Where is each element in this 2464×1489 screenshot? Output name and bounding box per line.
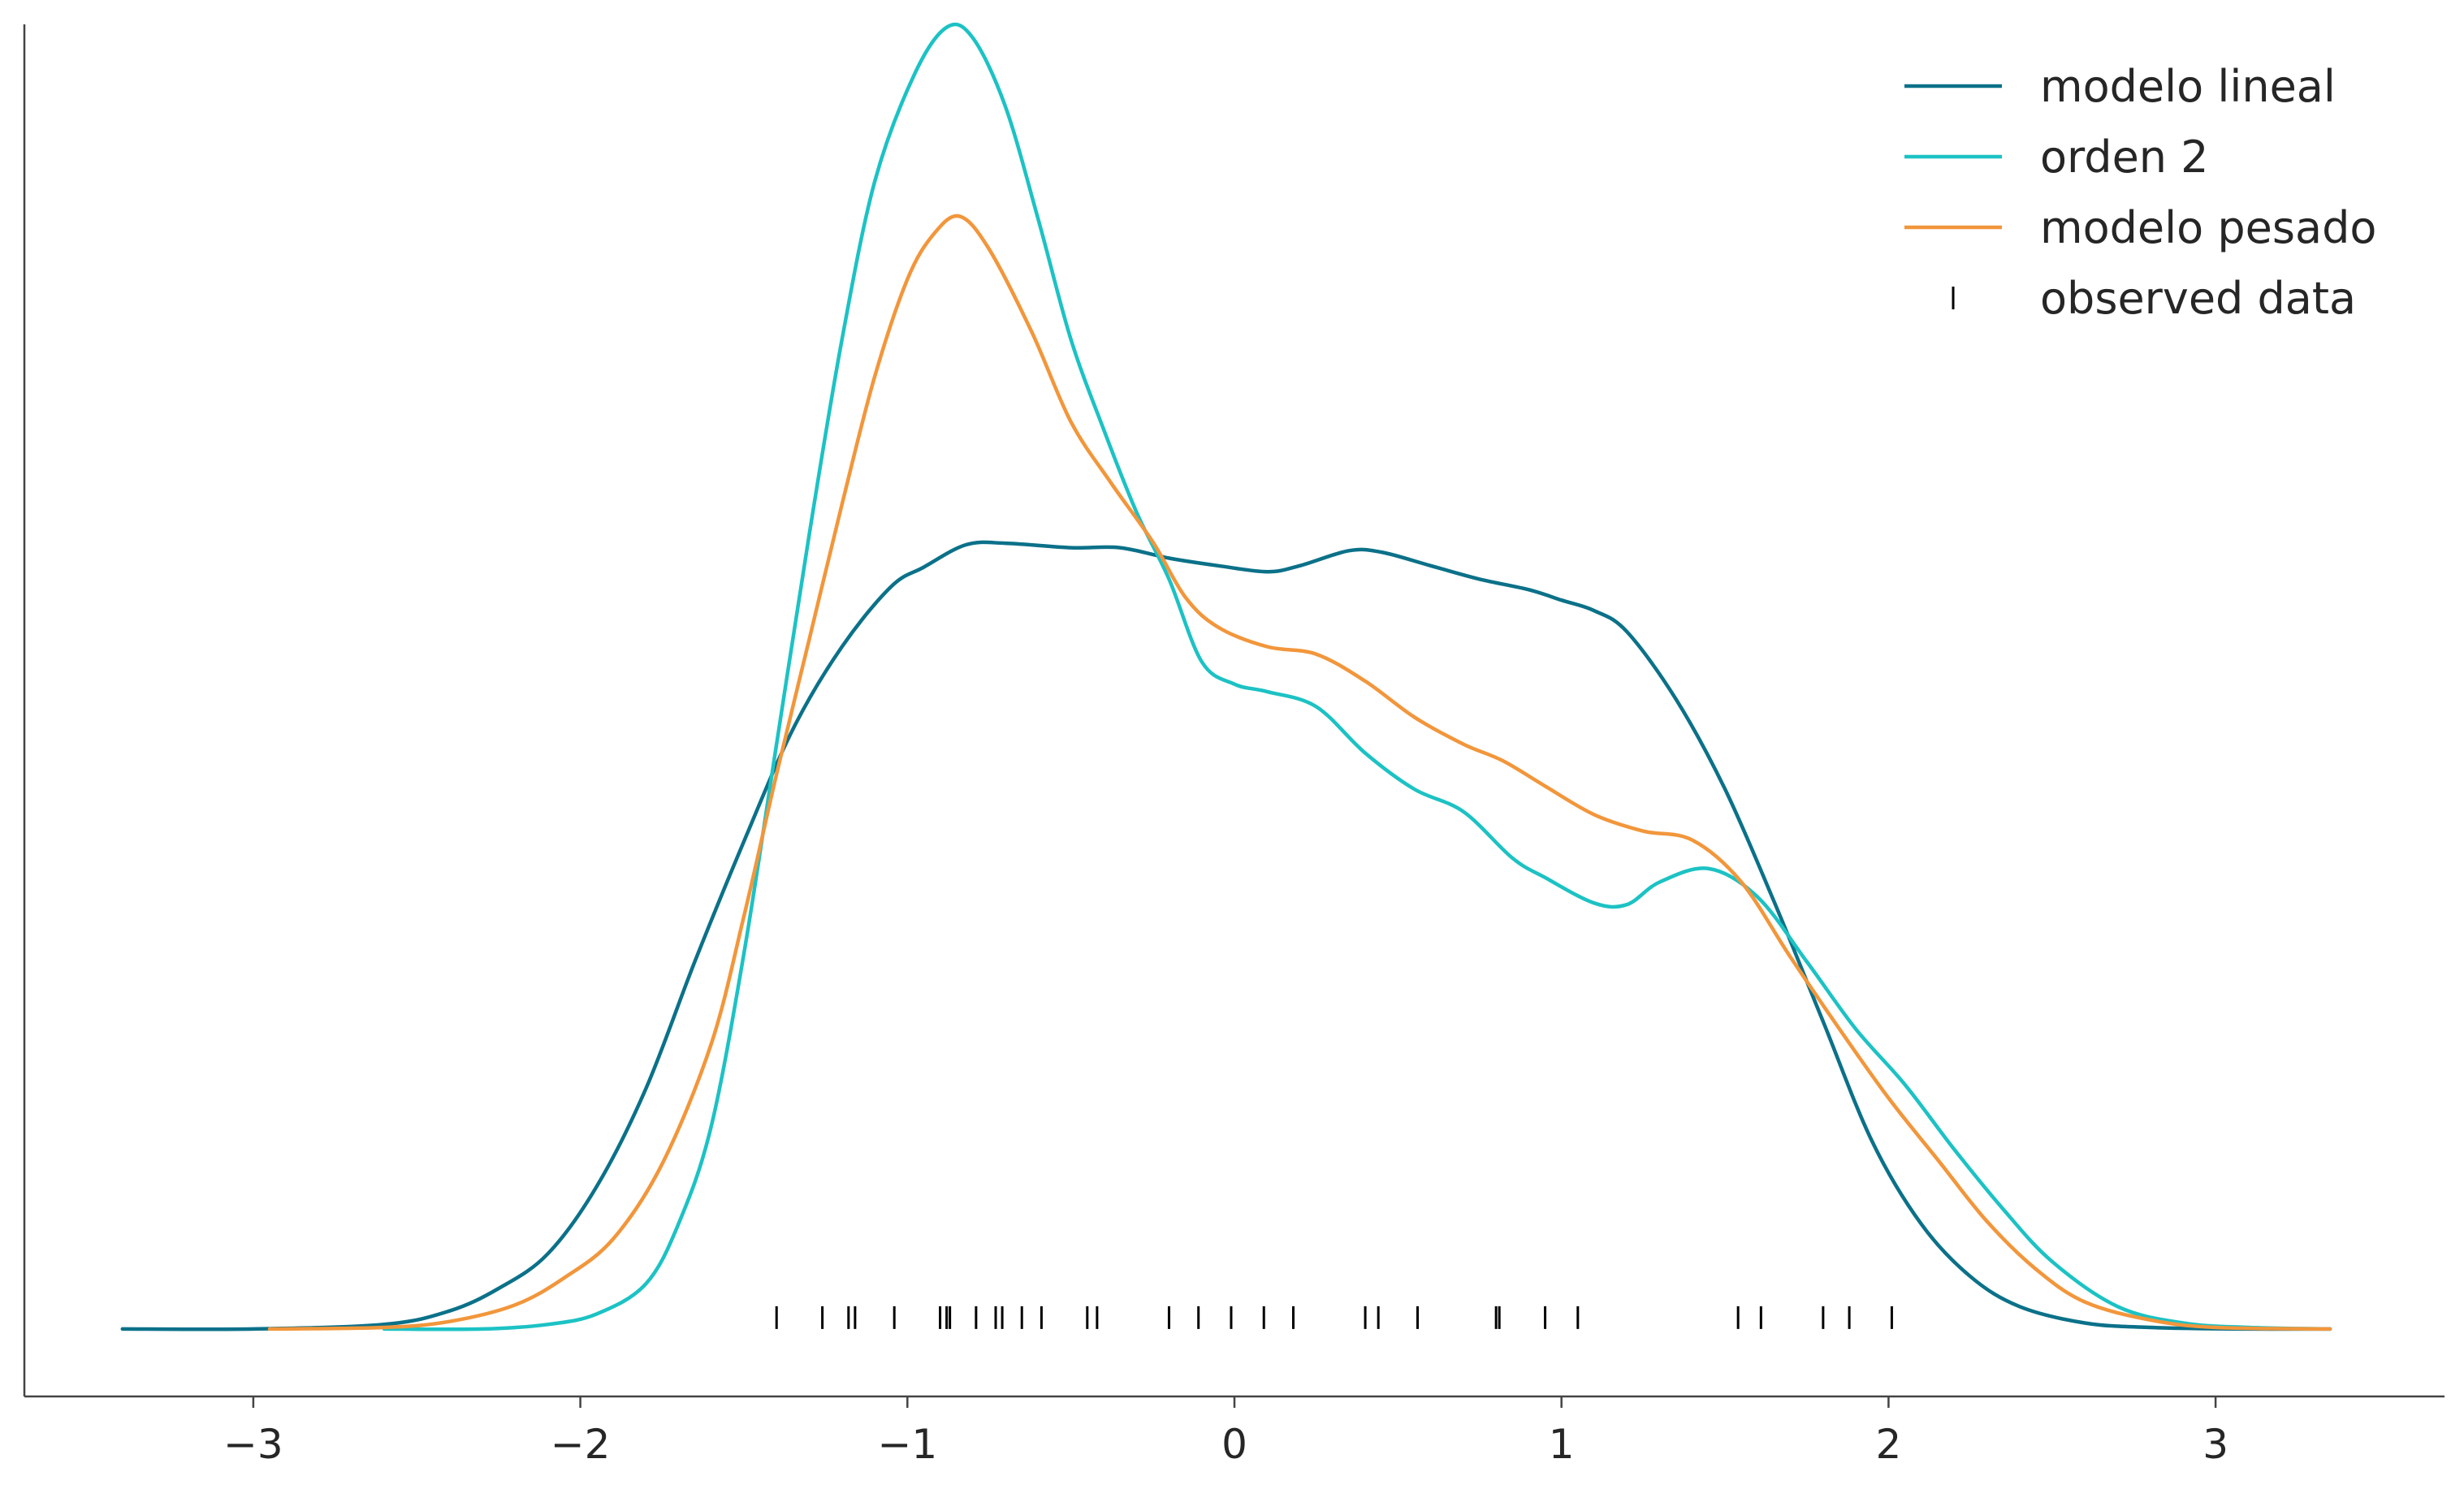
x-tick-label: −3 — [223, 1421, 283, 1468]
legend-label: orden 2 — [2040, 132, 2209, 183]
x-tick-label: −1 — [877, 1421, 937, 1468]
series-line-modelo-lineal — [120, 540, 2332, 1331]
x-tick-label: 2 — [1875, 1421, 1901, 1468]
legend-label: modelo pesado — [2040, 202, 2376, 253]
x-tick-label: −2 — [551, 1421, 611, 1468]
series-line-modelo-pesado — [267, 214, 2332, 1331]
series-line-orden-2 — [382, 22, 2332, 1331]
x-axis-ticks: −3 −2 −1 0 1 2 3 — [223, 1396, 2228, 1468]
observed-data-rug — [775, 1306, 1893, 1329]
density-lines — [120, 22, 2332, 1331]
legend-label: modelo lineal — [2040, 61, 2336, 112]
x-tick-label: 0 — [1221, 1421, 1247, 1468]
x-tick-label: 3 — [2202, 1421, 2228, 1468]
legend-label: observed data — [2040, 273, 2356, 324]
x-tick-label: 1 — [1549, 1421, 1575, 1468]
legend: modelo lineal orden 2 modelo pesado observe… — [1904, 61, 2376, 324]
